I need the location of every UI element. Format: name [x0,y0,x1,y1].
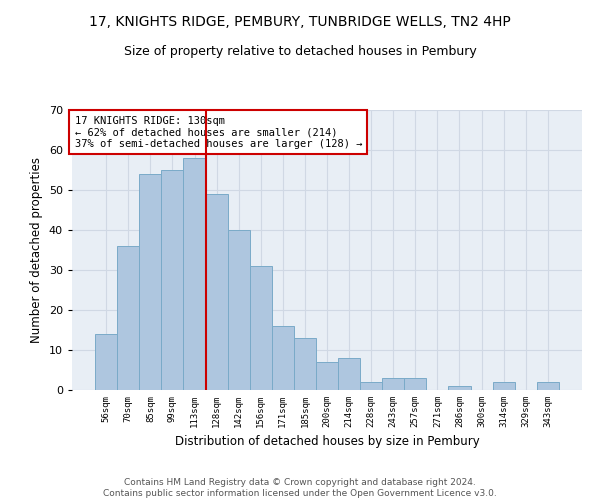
Bar [493,382,515,390]
X-axis label: Distribution of detached houses by size in Pembury: Distribution of detached houses by size … [175,436,479,448]
Text: 17, KNIGHTS RIDGE, PEMBURY, TUNBRIDGE WELLS, TN2 4HP: 17, KNIGHTS RIDGE, PEMBURY, TUNBRIDGE WE… [89,15,511,29]
Bar [95,334,117,390]
Bar [360,382,382,390]
Bar [117,246,139,390]
Bar [161,170,184,390]
Bar [272,326,294,390]
Bar [206,194,227,390]
Bar [250,266,272,390]
Bar [338,358,360,390]
Bar [537,382,559,390]
Text: 17 KNIGHTS RIDGE: 130sqm
← 62% of detached houses are smaller (214)
37% of semi-: 17 KNIGHTS RIDGE: 130sqm ← 62% of detach… [74,116,362,149]
Bar [184,158,206,390]
Bar [139,174,161,390]
Bar [448,386,470,390]
Bar [316,362,338,390]
Y-axis label: Number of detached properties: Number of detached properties [30,157,43,343]
Bar [227,230,250,390]
Bar [294,338,316,390]
Text: Size of property relative to detached houses in Pembury: Size of property relative to detached ho… [124,45,476,58]
Bar [404,378,427,390]
Text: Contains HM Land Registry data © Crown copyright and database right 2024.
Contai: Contains HM Land Registry data © Crown c… [103,478,497,498]
Bar [382,378,404,390]
